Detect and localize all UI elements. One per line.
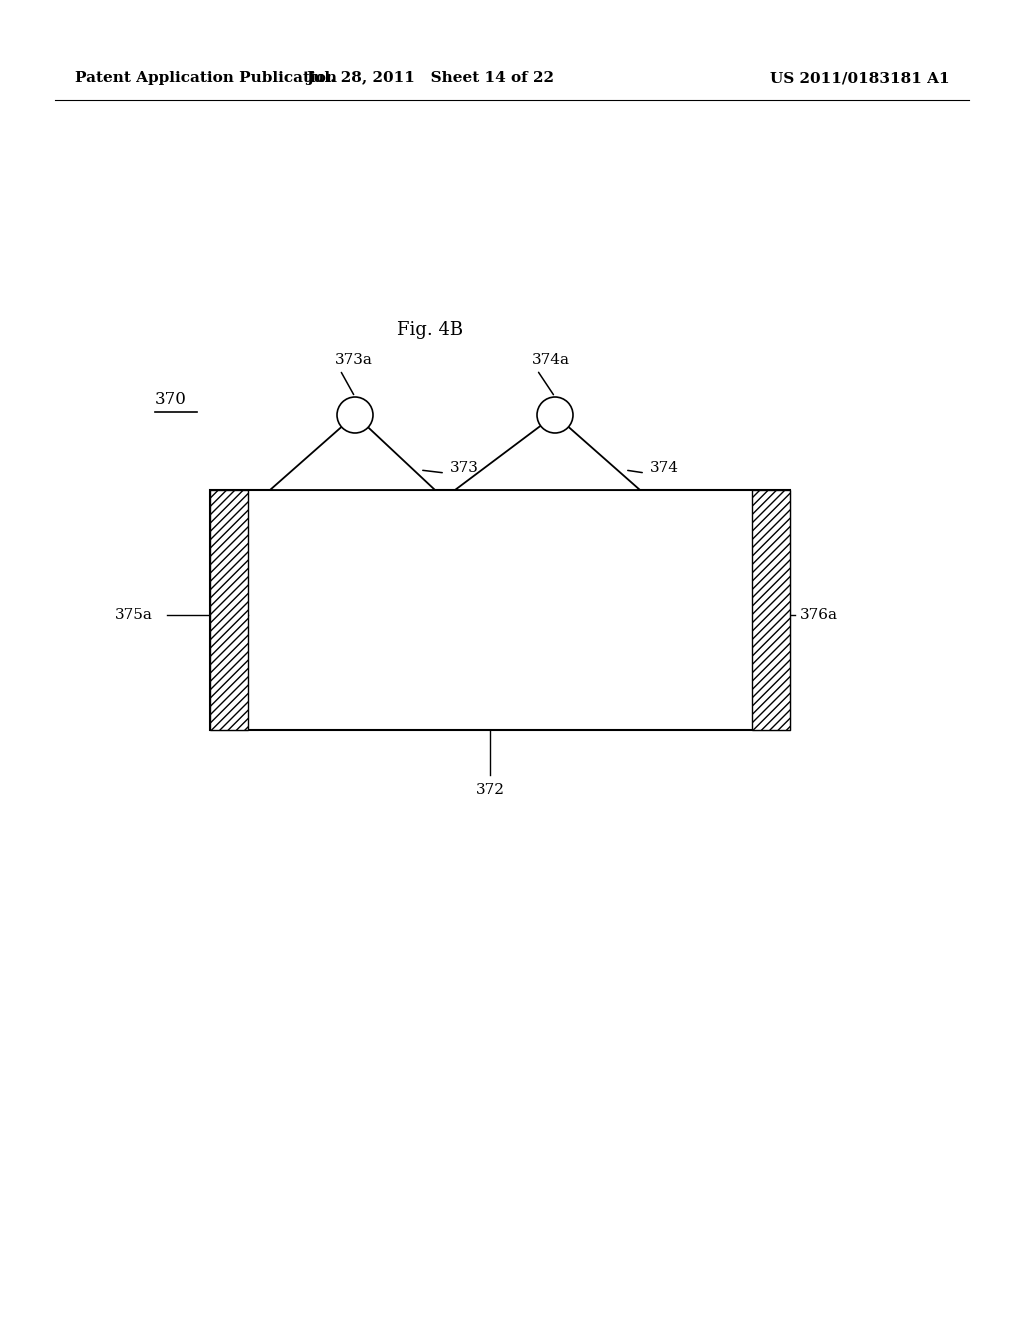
Bar [210, 490, 248, 730]
Circle shape [537, 397, 573, 433]
Polygon shape [455, 414, 640, 490]
Text: 374a: 374a [532, 352, 570, 367]
Text: 374: 374 [650, 461, 679, 475]
Text: 372: 372 [475, 783, 505, 797]
Text: 375a: 375a [115, 609, 153, 622]
Text: 370: 370 [155, 392, 186, 408]
Polygon shape [270, 414, 435, 490]
Bar [752, 490, 790, 730]
Bar [210, 490, 790, 730]
Circle shape [337, 397, 373, 433]
Text: Fig. 4B: Fig. 4B [397, 321, 463, 339]
Text: Patent Application Publication: Patent Application Publication [75, 71, 337, 84]
Text: 373a: 373a [335, 352, 373, 367]
Text: Jul. 28, 2011   Sheet 14 of 22: Jul. 28, 2011 Sheet 14 of 22 [306, 71, 554, 84]
Text: 373: 373 [450, 461, 479, 475]
Text: 376a: 376a [800, 609, 838, 622]
Text: US 2011/0183181 A1: US 2011/0183181 A1 [770, 71, 950, 84]
